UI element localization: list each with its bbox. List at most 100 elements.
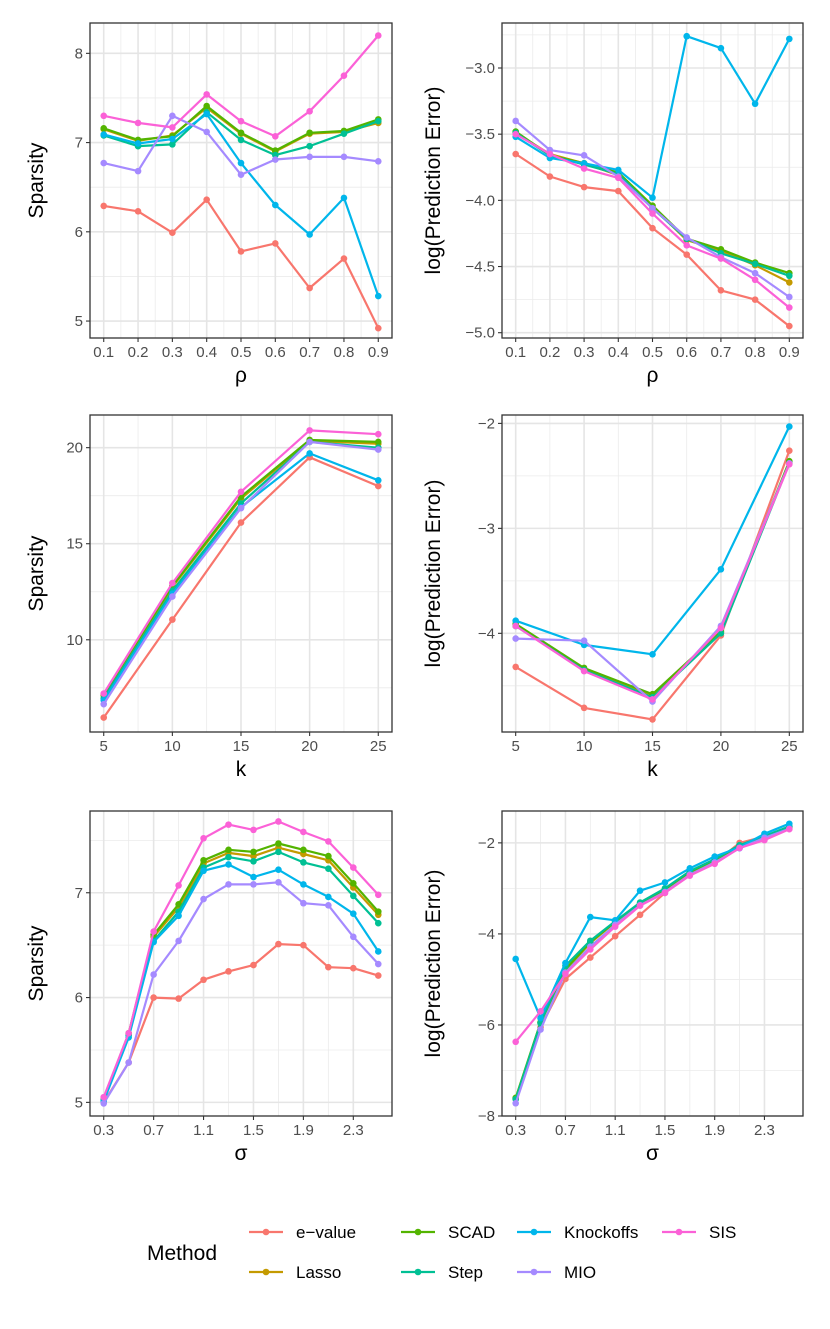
data-point: [300, 846, 307, 854]
data-point: [614, 187, 622, 195]
data-point: [175, 882, 182, 889]
data-point: [636, 911, 644, 919]
data-point: [374, 430, 382, 438]
data-point: [686, 872, 694, 879]
data-point: [250, 873, 257, 881]
x-tick-label: 5: [512, 738, 520, 755]
data-point: [169, 593, 176, 600]
data-point: [272, 240, 279, 247]
data-point: [374, 438, 382, 446]
data-point: [350, 892, 357, 900]
data-point: [225, 881, 232, 888]
legend-item: Lasso: [249, 1263, 341, 1282]
data-point: [683, 242, 691, 249]
data-point: [250, 848, 257, 856]
y-axis-label: log(Prediction Error): [422, 87, 445, 275]
data-point: [134, 140, 142, 147]
y-tick-label: −6: [478, 1017, 495, 1034]
data-point: [250, 858, 257, 865]
x-tick-label: 1.1: [605, 1122, 626, 1139]
x-tick-label: 1.9: [704, 1122, 725, 1139]
data-point: [786, 272, 793, 280]
series-line: [102, 863, 380, 1102]
panel-3: 5 10 15 20 25 −4 −3 −2 k log(Prediction Error): [422, 414, 804, 781]
data-point: [100, 714, 108, 721]
x-tick-label: 0.3: [93, 1122, 114, 1139]
data-point: [374, 324, 382, 332]
data-point: [512, 635, 519, 642]
data-point: [614, 166, 622, 174]
data-point: [200, 867, 207, 875]
x-tick-label: 20: [713, 738, 730, 755]
data-point: [225, 853, 232, 861]
data-point: [237, 171, 245, 178]
data-point: [374, 891, 382, 899]
data-point: [306, 450, 313, 457]
legend-item-label: e−value: [296, 1223, 356, 1242]
data-point: [374, 908, 382, 915]
x-tick-label: 0.5: [642, 344, 663, 361]
data-point: [350, 933, 357, 941]
x-axis-label: ρ: [647, 364, 659, 387]
data-point: [717, 624, 725, 632]
data-point: [250, 961, 257, 969]
panel-border: [501, 810, 804, 1117]
data-point: [683, 234, 691, 241]
data-point: [717, 255, 725, 262]
data-point: [175, 995, 182, 1002]
data-point: [786, 304, 793, 311]
y-tick-label: −3.0: [465, 60, 495, 77]
data-point: [175, 937, 182, 945]
data-point: [786, 461, 793, 468]
data-point: [272, 133, 279, 140]
x-tick-label: 0.5: [231, 344, 252, 361]
data-point: [300, 828, 307, 836]
data-point: [751, 100, 759, 108]
data-point: [751, 260, 759, 268]
data-point: [717, 630, 725, 637]
data-point: [587, 946, 594, 953]
data-point: [237, 519, 245, 526]
data-point: [587, 937, 594, 945]
legend-item: e−value: [249, 1223, 356, 1242]
data-point: [306, 129, 313, 137]
data-point: [125, 1059, 132, 1066]
data-point: [374, 948, 382, 955]
data-point: [374, 158, 382, 165]
data-point: [340, 194, 348, 202]
series-line: [102, 942, 379, 1103]
data-point: [237, 117, 245, 125]
legend-item-label: MIO: [564, 1263, 596, 1282]
x-tick-label: 0.7: [555, 1122, 576, 1139]
data-point: [614, 174, 622, 182]
data-point: [100, 124, 108, 132]
data-point: [374, 292, 382, 300]
x-tick-label: 0.7: [299, 344, 320, 361]
x-tick-label: 0.2: [128, 344, 149, 361]
data-point: [587, 954, 594, 961]
data-point: [512, 117, 519, 125]
legend-item: Knockoffs: [517, 1223, 638, 1242]
data-point: [580, 667, 588, 675]
data-point: [546, 150, 554, 158]
data-point: [786, 35, 793, 43]
legend-key-point: [262, 1268, 270, 1276]
x-tick-label: 0.7: [143, 1122, 164, 1139]
y-axis-label: Sparsity: [25, 535, 48, 611]
y-axis-label: Sparsity: [25, 142, 48, 218]
x-tick-label: 5: [100, 738, 108, 755]
data-point: [761, 836, 768, 844]
y-tick-label: −8: [478, 1108, 495, 1125]
data-point: [786, 820, 793, 828]
data-point: [350, 880, 357, 887]
data-point: [306, 438, 313, 446]
x-tick-label: 0.9: [368, 344, 389, 361]
x-tick-label: 25: [370, 738, 387, 755]
legend-key-point: [414, 1268, 422, 1276]
data-point: [736, 844, 743, 852]
y-tick-label: −5.0: [465, 325, 495, 342]
data-point: [200, 834, 207, 842]
data-point: [169, 135, 176, 143]
data-point: [100, 700, 108, 708]
data-point: [340, 130, 348, 137]
